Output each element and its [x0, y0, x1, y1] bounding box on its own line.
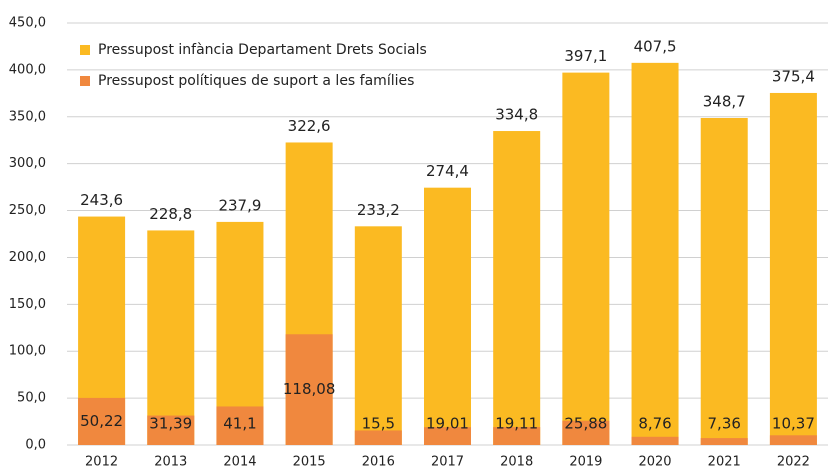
- value-label: 19,01: [426, 415, 469, 433]
- y-tick-label: 300,0: [9, 156, 46, 171]
- y-tick-label: 400,0: [9, 62, 46, 77]
- legend-swatch: [80, 45, 90, 55]
- bar: [493, 131, 541, 446]
- bar: [147, 230, 195, 445]
- bar: [216, 406, 264, 445]
- x-tick-label: 2020: [638, 455, 671, 470]
- value-label: 237,9: [218, 196, 261, 214]
- x-tick-label: 2022: [777, 455, 810, 470]
- value-label: 243,6: [80, 191, 123, 209]
- x-tick-label: 2014: [223, 455, 256, 470]
- bar: [424, 427, 471, 445]
- y-tick-label: 100,0: [9, 344, 46, 359]
- value-label: 7,36: [708, 415, 741, 433]
- bar: [147, 415, 195, 445]
- x-tick-label: 2012: [85, 455, 118, 470]
- value-label: 10,37: [772, 415, 815, 433]
- value-label: 228,8: [149, 205, 192, 223]
- bar: [562, 72, 610, 445]
- bar: [631, 436, 679, 445]
- bar: [700, 438, 748, 445]
- value-label: 322,6: [288, 117, 331, 135]
- value-label: 8,76: [638, 415, 671, 433]
- value-label: 50,22: [80, 412, 123, 430]
- value-label: 25,88: [564, 415, 607, 433]
- y-tick-label: 150,0: [9, 297, 46, 312]
- value-label: 118,08: [283, 380, 336, 398]
- value-label: 375,4: [772, 67, 815, 85]
- value-label: 274,4: [426, 162, 469, 180]
- y-tick-label: 250,0: [9, 203, 46, 218]
- bar: [78, 397, 126, 445]
- bar: [424, 187, 471, 446]
- value-label: 407,5: [634, 37, 677, 55]
- value-label: 41,1: [223, 415, 256, 433]
- bar: [700, 117, 748, 445]
- x-tick-label: 2017: [431, 455, 464, 470]
- value-label: 397,1: [564, 47, 607, 65]
- value-label: 15,5: [362, 415, 395, 433]
- legend-label: Pressupost infància Departament Drets So…: [98, 42, 427, 58]
- y-tick-label: 450,0: [9, 16, 46, 31]
- bar: [354, 430, 402, 445]
- y-tick-label: 200,0: [9, 250, 46, 265]
- x-tick-label: 2016: [362, 455, 395, 470]
- y-tick-label: 50,0: [17, 391, 46, 406]
- legend-label: Pressupost polítiques de suport a les fa…: [98, 73, 414, 89]
- value-label: 19,11: [495, 415, 538, 433]
- value-label: 31,39: [149, 415, 192, 433]
- bar: [631, 62, 679, 445]
- bar: [769, 435, 817, 445]
- y-tick-label: 0,0: [25, 438, 46, 453]
- x-tick-label: 2021: [708, 455, 741, 470]
- value-label: 334,8: [495, 106, 538, 124]
- bar: [354, 226, 402, 445]
- y-tick-label: 350,0: [9, 109, 46, 124]
- bar: [769, 92, 817, 445]
- value-label: 233,2: [357, 201, 400, 219]
- x-tick-label: 2019: [569, 455, 602, 470]
- bar: [493, 427, 541, 445]
- x-tick-label: 2018: [500, 455, 533, 470]
- value-label: 348,7: [703, 92, 746, 110]
- x-tick-label: 2013: [154, 455, 187, 470]
- bar: [562, 420, 610, 445]
- legend-swatch: [80, 76, 90, 86]
- bar: [285, 334, 333, 445]
- x-tick-label: 2015: [293, 455, 326, 470]
